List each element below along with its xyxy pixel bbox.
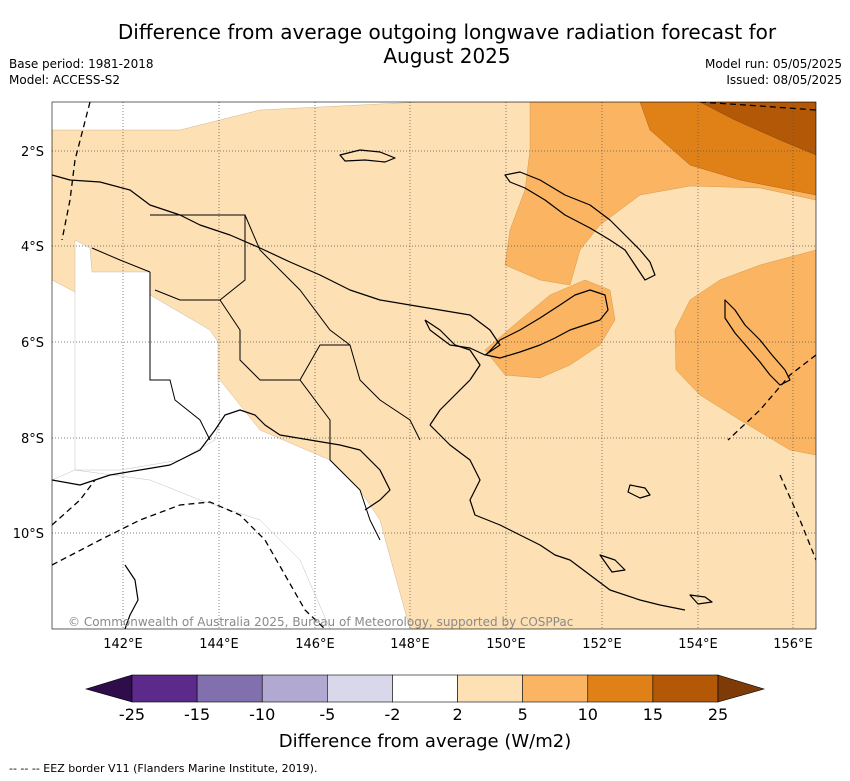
colorbar-tick-label: -2 (384, 705, 400, 724)
title-line-1: Difference from average outgoing longwav… (117, 20, 777, 44)
eez-borders (52, 102, 816, 629)
colorbar-tick-label: -5 (319, 705, 335, 724)
lat-label-4s: 4°S (21, 240, 44, 255)
colorbar-bin (261, 674, 328, 703)
colorbar-tick-labels: -25 -15 -10 -5 -2 2 5 10 15 25 (119, 705, 728, 724)
copyright-notice: © Commonwealth of Australia 2025, Bureau… (68, 615, 573, 629)
chart-title: Difference from average outgoing longwav… (90, 20, 804, 68)
graticule (52, 102, 816, 629)
lat-label-6s: 6°S (21, 336, 44, 351)
lon-label-148e: 148°E (390, 637, 430, 652)
model-name: Model: ACCESS-S2 (9, 73, 121, 87)
colorbar-bin (131, 674, 198, 703)
eez-border-northeast (699, 102, 816, 111)
colorbar-bin (457, 674, 523, 703)
colorbar-over-triangle (717, 674, 766, 703)
colorbar-tick-label: -25 (119, 705, 145, 724)
border-provinces (91, 214, 421, 541)
anomaly-field-5-10-newbritain (484, 279, 616, 379)
lon-label-152e: 152°E (582, 637, 622, 652)
coastline-new-guinea-north (52, 174, 501, 356)
colorbar-tick-label: -15 (184, 705, 210, 724)
colorbar-tick-label: 25 (708, 705, 728, 724)
meta-left: Base period: 1981-2018 Model: ACCESS-S2 (9, 56, 154, 88)
base-period: Base period: 1981-2018 (9, 57, 154, 71)
lon-label-146e: 146°E (295, 637, 335, 652)
coastline-new-guinea-south (429, 424, 686, 611)
anomaly-field-5-10-east (674, 249, 816, 456)
coastline-papuan-gulf (52, 409, 391, 511)
colorbar-bin (196, 674, 263, 703)
lon-label-142e: 142°E (103, 637, 143, 652)
coastline-new-britain (485, 289, 609, 359)
lon-label-154e: 154°E (678, 637, 718, 652)
colorbar-bins (131, 674, 719, 703)
coastline-islands-se (599, 484, 713, 605)
anomaly-field-15-25 (699, 102, 816, 156)
lat-label-10s: 10°S (13, 527, 44, 542)
colorbar-label: Difference from average (W/m2) (279, 731, 571, 752)
eez-border-north (61, 102, 91, 241)
lat-label-8s: 8°S (21, 432, 44, 447)
colorbar-bin (652, 674, 719, 703)
coastline-manus (339, 149, 396, 163)
colorbar-tick-label: 2 (452, 705, 462, 724)
colorbar-bin (587, 674, 654, 703)
lon-label-156e: 156°E (773, 637, 813, 652)
colorbar-tick-label: -10 (249, 705, 275, 724)
coastline-bougainville (724, 299, 791, 386)
colorbar-tick-label: 10 (578, 705, 598, 724)
colorbar-tick-label: 15 (643, 705, 663, 724)
border-png-indonesia (149, 272, 211, 441)
coastline-new-ireland (504, 171, 656, 281)
title-line-2: August 2025 (383, 44, 511, 68)
eez-border-south (52, 501, 326, 629)
coastline-cape-york (124, 564, 139, 629)
colorbar-under-triangle (84, 674, 133, 703)
coastlines (52, 149, 791, 629)
issued-date: Issued: 08/05/2025 (726, 73, 842, 87)
model-run: Model run: 05/05/2025 (704, 57, 842, 71)
colorbar-tick-label: 5 (518, 705, 528, 724)
lon-label-144e: 144°E (199, 637, 239, 652)
colorbar-bin (522, 674, 589, 703)
lat-label-2s: 2°S (21, 145, 44, 160)
eez-border-west (52, 479, 96, 526)
eez-footnote: -- -- -- EEZ border V11 (Flanders Marine… (9, 762, 318, 775)
lon-label-150e: 150°E (486, 637, 526, 652)
coastline-huon-gulf (424, 319, 481, 426)
colorbar-bin (392, 674, 458, 703)
borders (91, 214, 421, 541)
meta-right: Model run: 05/05/2025 Issued: 08/05/2025 (705, 56, 842, 88)
colorbar-bin (327, 674, 393, 703)
eez-border-east (727, 354, 816, 441)
map-frame (51, 101, 817, 630)
